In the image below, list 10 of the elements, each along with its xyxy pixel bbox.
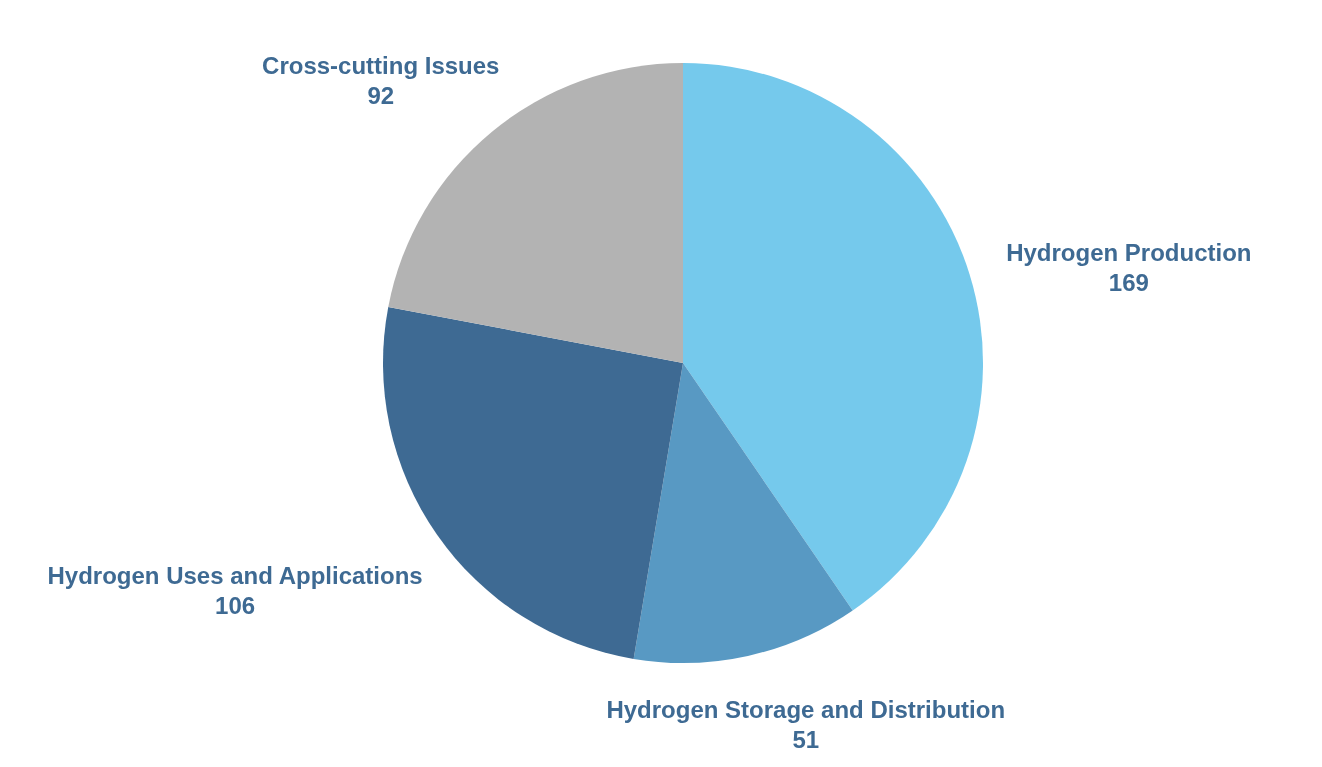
pie-slice bbox=[633, 363, 853, 663]
data-label: 169 bbox=[1108, 268, 1149, 296]
data-label: 51 bbox=[792, 725, 820, 753]
data-label: 106 bbox=[215, 592, 256, 620]
slice-label: Cross-cutting Issues bbox=[262, 52, 500, 80]
pie-slice bbox=[683, 63, 983, 611]
data-label: 92 bbox=[367, 82, 395, 110]
slice-label: Hydrogen Uses and Applications bbox=[47, 562, 423, 590]
slice-label: Hydrogen Storage and Distribution bbox=[606, 695, 1006, 723]
slice-label: Hydrogen Production bbox=[1006, 238, 1252, 266]
